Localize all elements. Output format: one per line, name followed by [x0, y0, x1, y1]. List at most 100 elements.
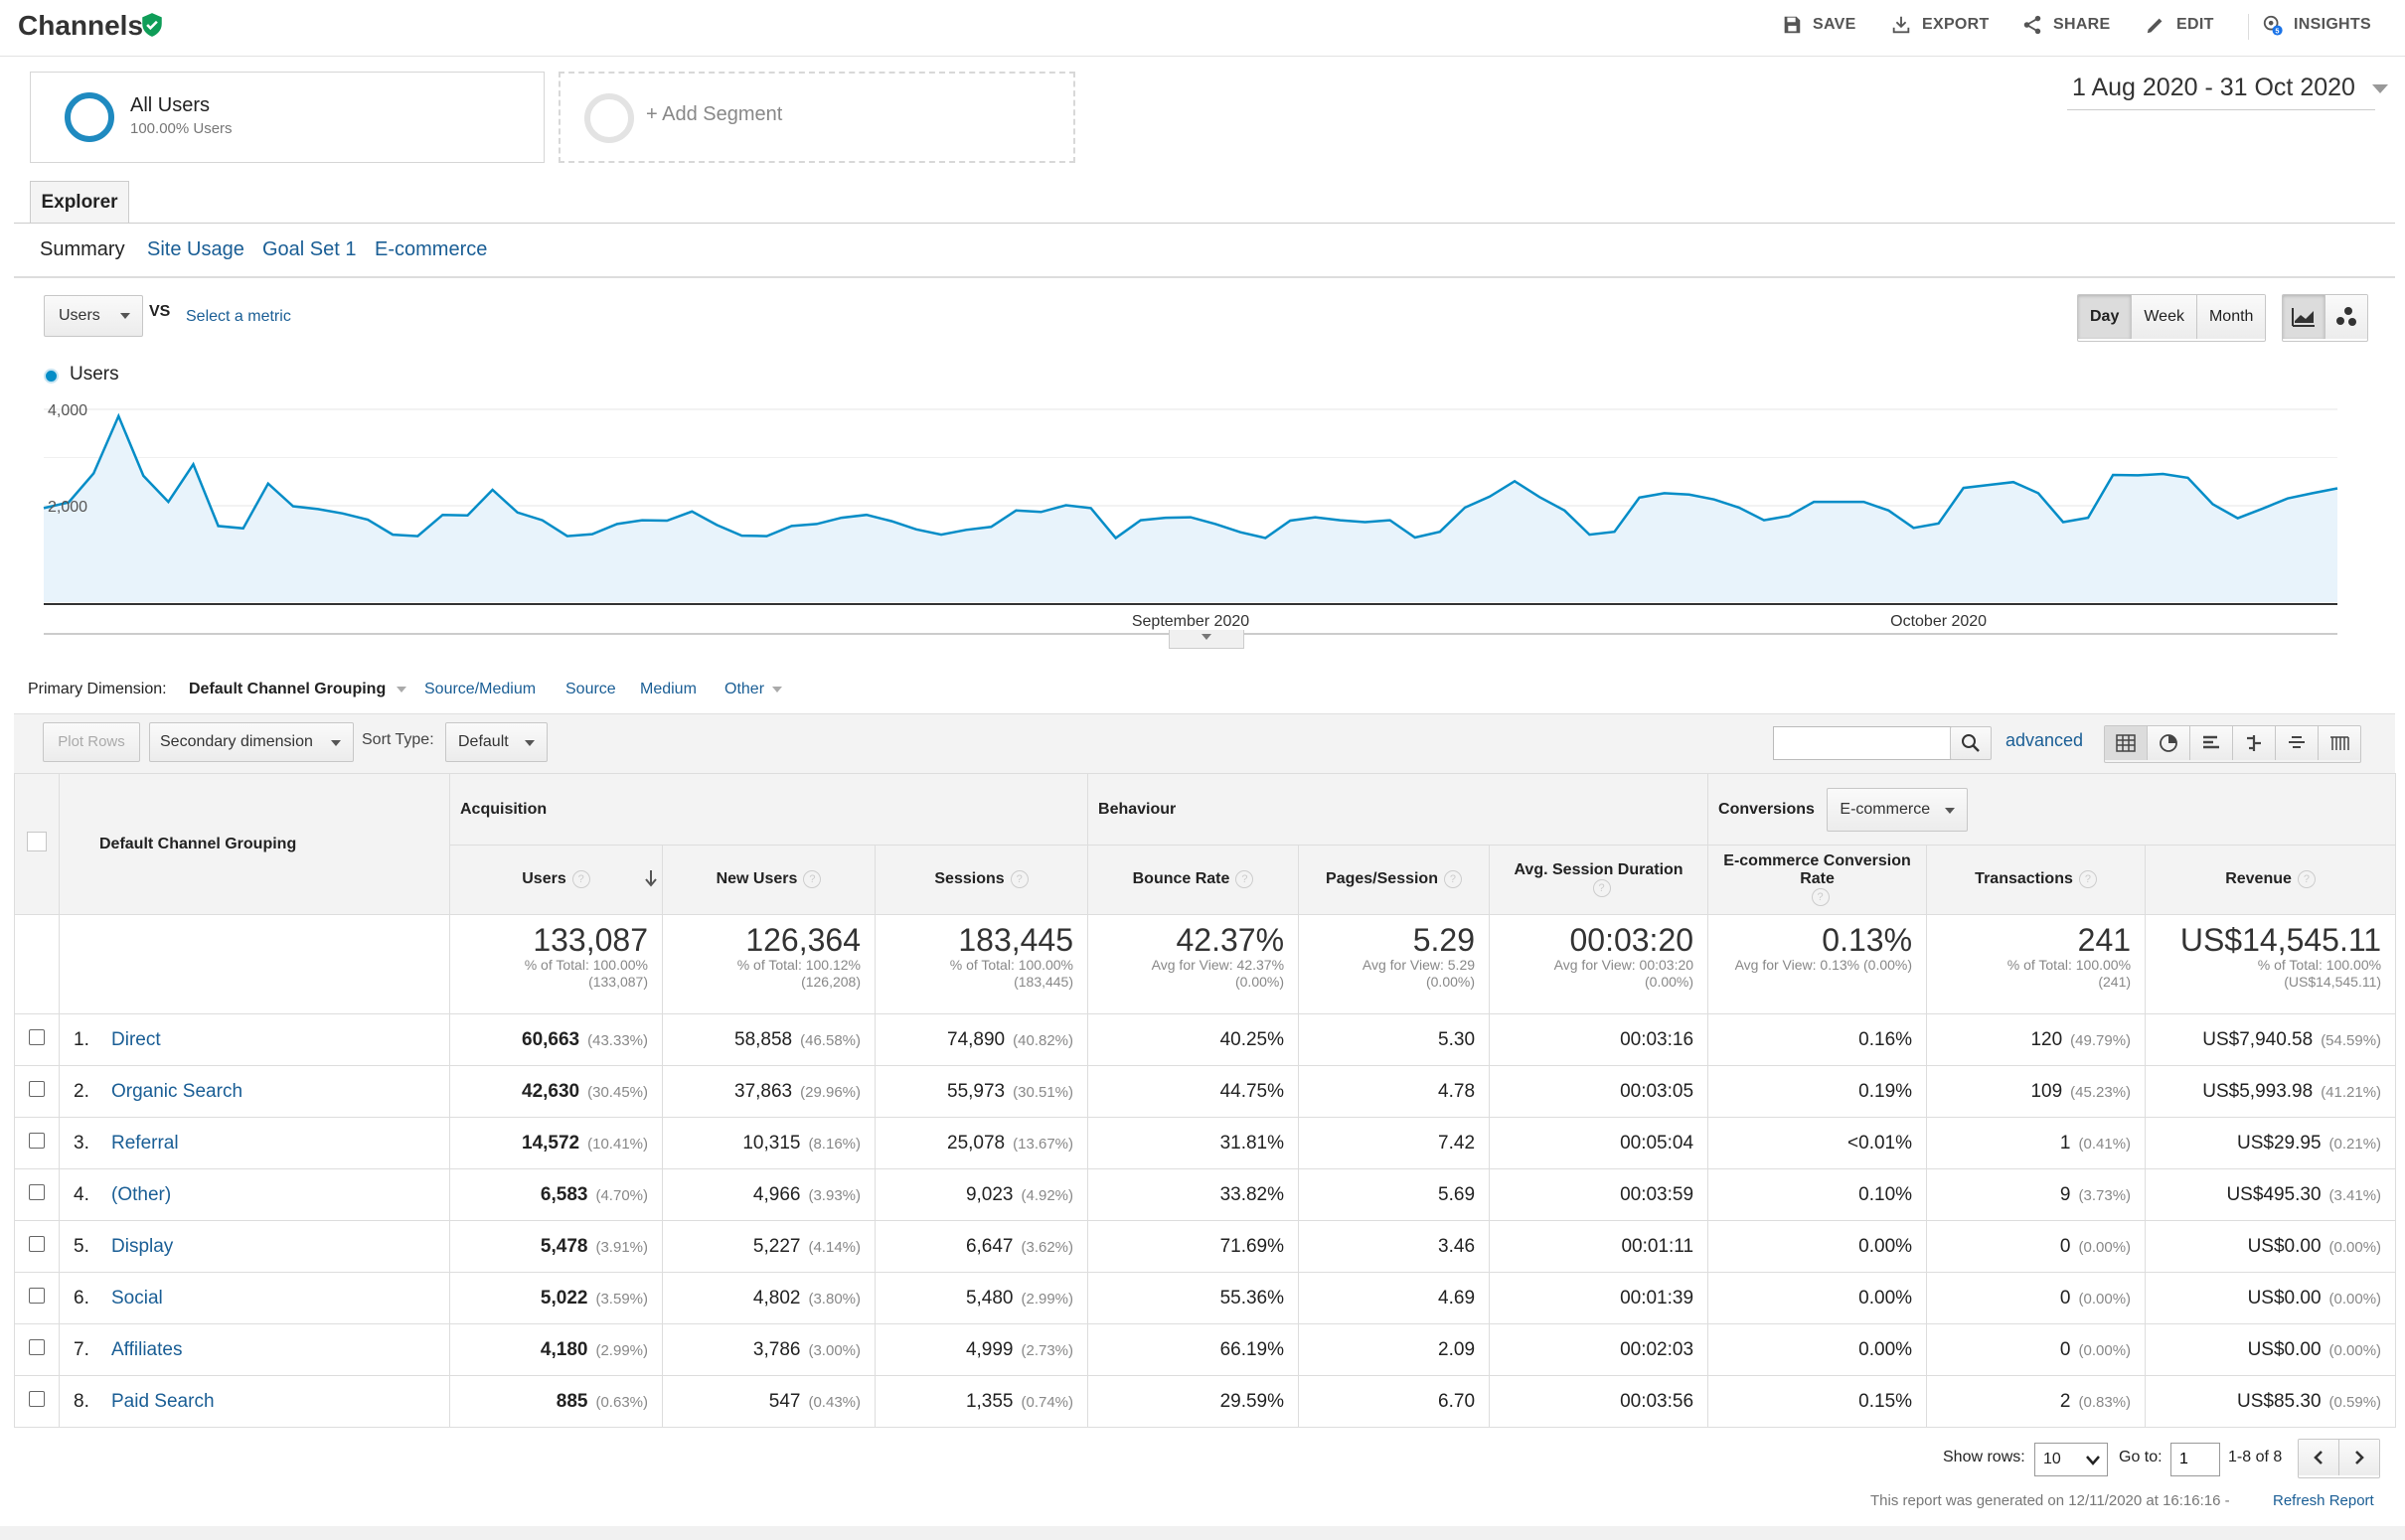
export-button[interactable]: EXPORT	[1890, 14, 1990, 36]
channel-link[interactable]: Affiliates	[111, 1338, 183, 1360]
subtab-summary[interactable]: Summary	[40, 238, 125, 260]
row-checkbox[interactable]	[29, 1080, 45, 1097]
help-icon[interactable]: ?	[1443, 870, 1462, 889]
avg-session-duration-cell: 00:03:16	[1489, 1013, 1709, 1066]
pivot-icon	[2330, 736, 2349, 750]
subtab-site-usage[interactable]: Site Usage	[147, 238, 244, 260]
dimension-medium[interactable]: Medium	[640, 681, 697, 697]
help-icon[interactable]: ?	[1010, 870, 1029, 889]
conversion-rate-cell: 0.10%	[1707, 1168, 1928, 1221]
users-percent: (3.91%)	[595, 1238, 648, 1256]
column-header-avg-session-duration[interactable]: Avg. Session Duration?	[1489, 845, 1709, 915]
subtab-ecommerce[interactable]: E-commerce	[375, 238, 488, 260]
users-percent: (0.63%)	[595, 1393, 648, 1411]
period-day-button[interactable]: Day	[2078, 295, 2133, 339]
save-button[interactable]: SAVE	[1781, 14, 1856, 36]
insights-button[interactable]: 5 INSIGHTS	[2262, 14, 2371, 36]
row-checkbox[interactable]	[29, 1028, 45, 1045]
performance-view-button[interactable]	[2190, 726, 2233, 760]
help-icon[interactable]: ?	[2297, 870, 2316, 889]
dimension-source-medium[interactable]: Source/Medium	[424, 681, 537, 697]
channel-link[interactable]: (Other)	[111, 1183, 172, 1205]
new-users-value: 37,863	[734, 1080, 793, 1102]
metric-select[interactable]: Users	[44, 295, 143, 337]
row-checkbox[interactable]	[29, 1132, 45, 1149]
revenue-percent: (0.00%)	[2328, 1290, 2382, 1308]
line-chart-button[interactable]	[2283, 295, 2325, 339]
row-checkbox[interactable]	[29, 1338, 45, 1355]
channel-link[interactable]: Organic Search	[111, 1080, 243, 1102]
row-checkbox[interactable]	[29, 1287, 45, 1304]
table-search-input[interactable]	[1773, 726, 1952, 760]
channel-link[interactable]: Referral	[111, 1132, 179, 1154]
transactions-value: 9	[2059, 1183, 2071, 1205]
help-icon[interactable]: ?	[803, 870, 822, 889]
row-checkbox[interactable]	[29, 1390, 45, 1407]
share-button[interactable]: SHARE	[2021, 14, 2111, 36]
motion-chart-button[interactable]	[2325, 295, 2367, 339]
channel-cell: 8. Paid Search	[59, 1375, 450, 1428]
column-header-sessions[interactable]: Sessions?	[874, 845, 1089, 915]
help-icon[interactable]: ?	[1592, 879, 1611, 898]
edit-button[interactable]: EDIT	[2145, 14, 2214, 36]
subtab-goal-set[interactable]: Goal Set 1	[262, 238, 357, 260]
conversion-rate-value: 0.00%	[1858, 1235, 1913, 1257]
period-week-button[interactable]: Week	[2132, 295, 2197, 339]
column-header-new-users[interactable]: New Users?	[662, 845, 876, 915]
dimension-other-label: Other	[724, 681, 765, 697]
comparison-view-button[interactable]	[2233, 726, 2276, 760]
dimension-other[interactable]: Other	[724, 681, 783, 698]
channel-link[interactable]: Social	[111, 1287, 163, 1309]
select-all-checkbox[interactable]	[27, 832, 47, 851]
new-users-value: 3,786	[752, 1338, 801, 1360]
new-users-value: 5,227	[752, 1235, 801, 1257]
segment-ring-icon	[65, 92, 114, 142]
channel-link[interactable]: Paid Search	[111, 1390, 215, 1412]
goto-page-input[interactable]	[2170, 1443, 2220, 1476]
refresh-report-link[interactable]: Refresh Report	[2273, 1492, 2374, 1509]
revenue-percent: (0.21%)	[2328, 1135, 2382, 1153]
collapse-chart-handle[interactable]	[1169, 630, 1244, 649]
column-header-pages-session[interactable]: Pages/Session?	[1298, 845, 1491, 915]
search-button[interactable]	[1950, 726, 1992, 760]
date-range-picker[interactable]: 1 Aug 2020 - 31 Oct 2020	[2072, 74, 2388, 102]
channel-link[interactable]: Display	[111, 1235, 174, 1257]
row-checkbox[interactable]	[29, 1183, 45, 1200]
column-header-users[interactable]: Users?	[449, 845, 663, 915]
help-icon[interactable]: ?	[2078, 870, 2097, 889]
column-header-conversion-rate[interactable]: E-commerce Conversion Rate?	[1707, 845, 1928, 915]
dimension-header[interactable]: Default Channel Grouping	[59, 773, 450, 915]
period-month-button[interactable]: Month	[2196, 295, 2266, 339]
row-checkbox[interactable]	[29, 1235, 45, 1252]
term-cloud-view-button[interactable]	[2276, 726, 2319, 760]
channel-link[interactable]: Direct	[111, 1028, 161, 1050]
secondary-dimension-select[interactable]: Secondary dimension	[149, 722, 354, 762]
revenue-percent: (41.21%)	[2321, 1083, 2382, 1101]
select-metric-link[interactable]: Select a metric	[186, 308, 291, 325]
help-icon[interactable]: ?	[1235, 870, 1254, 889]
primary-dimension-selected[interactable]: Default Channel Grouping	[189, 681, 406, 698]
percentage-view-button[interactable]	[2148, 726, 2190, 760]
sessions-value: 55,973	[947, 1080, 1006, 1102]
next-page-button[interactable]	[2339, 1440, 2379, 1475]
pivot-view-button[interactable]	[2319, 726, 2360, 760]
advanced-filter-link[interactable]: advanced	[2005, 730, 2084, 750]
dimension-source[interactable]: Source	[565, 681, 616, 697]
sort-type-select[interactable]: Default	[445, 722, 548, 762]
revenue-cell: US$0.00 (0.00%)	[2145, 1272, 2397, 1324]
show-rows-select[interactable]: 10	[2034, 1443, 2108, 1476]
tab-explorer[interactable]: Explorer	[30, 181, 129, 224]
pages-session-value: 4.78	[1438, 1080, 1476, 1102]
column-header-bounce-rate[interactable]: Bounce Rate?	[1087, 845, 1300, 915]
add-segment-button[interactable]: + Add Segment	[559, 72, 1075, 163]
conversions-select[interactable]: E-commerce	[1827, 787, 1969, 832]
data-table-view-button[interactable]	[2105, 726, 2148, 760]
help-icon[interactable]: ?	[1811, 888, 1830, 907]
previous-page-button[interactable]	[2299, 1440, 2339, 1475]
column-header-transactions[interactable]: Transactions?	[1926, 845, 2147, 915]
plot-rows-button[interactable]: Plot Rows	[43, 722, 140, 762]
bubble-chart-icon	[2336, 307, 2356, 326]
help-icon[interactable]: ?	[571, 870, 590, 889]
column-header-revenue[interactable]: Revenue?	[2145, 845, 2397, 915]
segment-all-users[interactable]: All Users 100.00% Users	[30, 72, 545, 163]
